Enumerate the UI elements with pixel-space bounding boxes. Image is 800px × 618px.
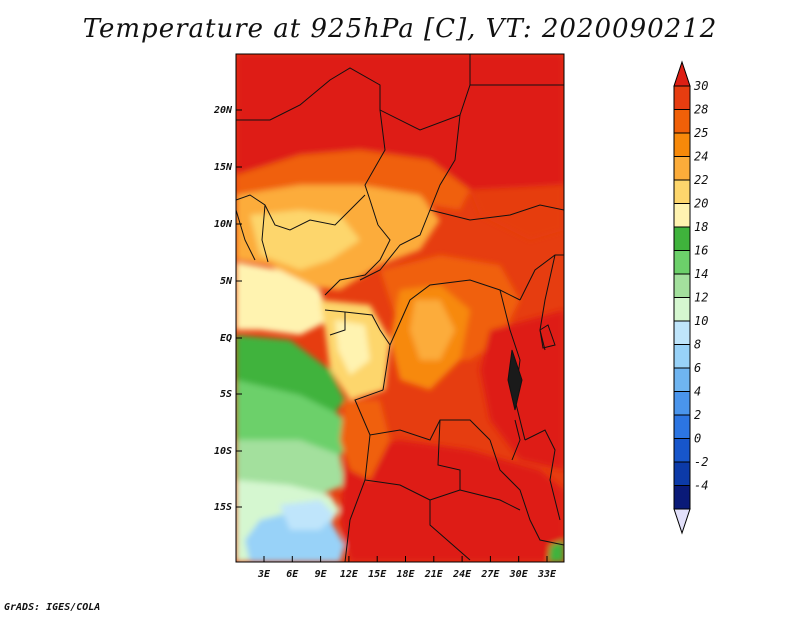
- plot-frame: [235, 53, 565, 563]
- colorbar-swatch: [673, 461, 691, 486]
- lon-label: 27E: [480, 569, 500, 580]
- colorbar-swatch: [673, 320, 691, 345]
- colorbar-bottom-arrow: [673, 508, 691, 535]
- colorbar-label: 18: [694, 220, 708, 234]
- colorbar-swatch: [673, 414, 691, 439]
- colorbar-swatch: [673, 273, 691, 298]
- colorbar-label: 2: [694, 408, 701, 422]
- colorbar-label: 16: [694, 244, 708, 258]
- colorbar-label: 8: [694, 338, 701, 352]
- congo-light: [410, 300, 455, 360]
- colorbar-swatch: [673, 226, 691, 251]
- colorbar-swatch: [673, 250, 691, 275]
- latitude-axis: 20N 15N 10N 5N EQ 5S 10S 15S: [213, 105, 242, 513]
- ocean-blue-light: [280, 500, 335, 530]
- colorbar-label: 24: [694, 150, 708, 164]
- lat-label: 15S: [214, 502, 232, 513]
- lon-label: 12E: [340, 569, 359, 580]
- colorbar-swatch: [673, 485, 691, 510]
- lat-label: 5N: [220, 276, 233, 287]
- temperature-field: [236, 54, 564, 562]
- lon-label: 15E: [368, 569, 387, 580]
- colorbar-swatch: [673, 203, 691, 228]
- colorbar-swatch: [673, 391, 691, 416]
- colorbar-label: -4: [694, 479, 708, 493]
- colorbar-label: 6: [694, 361, 701, 375]
- southern-hot: [340, 440, 564, 562]
- colorbar-label: 20: [694, 197, 708, 211]
- colorbar-label: 30: [693, 79, 708, 93]
- lat-label: 10S: [214, 446, 232, 457]
- lon-label: 6E: [286, 569, 299, 580]
- colorbar-swatch: [673, 85, 691, 110]
- lon-label: 30E: [509, 569, 529, 580]
- colorbar-label: 0: [694, 432, 701, 446]
- lon-label: 21E: [424, 569, 444, 580]
- lon-label: 33E: [537, 569, 557, 580]
- colorbar-top-arrow: [673, 60, 691, 87]
- gulf-coast-pale: [236, 262, 330, 335]
- colorbar-swatch: [673, 367, 691, 392]
- country-borders: [236, 54, 564, 562]
- lon-label: 3E: [257, 569, 271, 580]
- colorbar-label: 10: [694, 314, 708, 328]
- longitude-axis: 3E 6E 9E 12E 15E 18E 21E 24E 27E 30E 33E: [257, 556, 557, 580]
- colorbar-label: 12: [694, 291, 708, 305]
- colorbar-label: 14: [694, 267, 708, 281]
- lat-label: 20N: [213, 105, 233, 116]
- gabon-lighter: [335, 320, 370, 375]
- credit-text: GrADS: IGES/COLA: [4, 602, 101, 613]
- lat-label: 5S: [220, 389, 232, 400]
- lon-label: 9E: [315, 569, 328, 580]
- map-title: Temperature at 925hPa [C], VT: 202009021…: [82, 14, 718, 44]
- lat-label: 10N: [214, 219, 233, 230]
- angola-coast: [340, 400, 390, 480]
- colorbar-swatch: [673, 109, 691, 134]
- colorbar-label: 25: [694, 126, 708, 140]
- colorbar-swatch: [673, 132, 691, 157]
- colorbar-swatch: [673, 179, 691, 204]
- colorbar-label: 4: [694, 385, 701, 399]
- colorbar-swatch: [673, 297, 691, 322]
- colorbar-label: -2: [694, 455, 708, 469]
- colorbar-label: 28: [694, 103, 708, 117]
- colorbar-swatch: [673, 438, 691, 463]
- east-hot: [480, 310, 564, 470]
- lon-label: 24E: [452, 569, 472, 580]
- lon-label: 18E: [396, 569, 415, 580]
- lat-label: EQ: [220, 333, 232, 344]
- ocean-green-mid: [236, 380, 355, 455]
- hot-band-north: [236, 54, 564, 190]
- colorbar-swatch: [673, 344, 691, 369]
- colorbar-swatch: [673, 156, 691, 181]
- se-green: [548, 540, 564, 562]
- lat-label: 15N: [214, 162, 233, 173]
- ocean-green-light: [236, 440, 345, 495]
- colorbar-label: 22: [694, 173, 708, 187]
